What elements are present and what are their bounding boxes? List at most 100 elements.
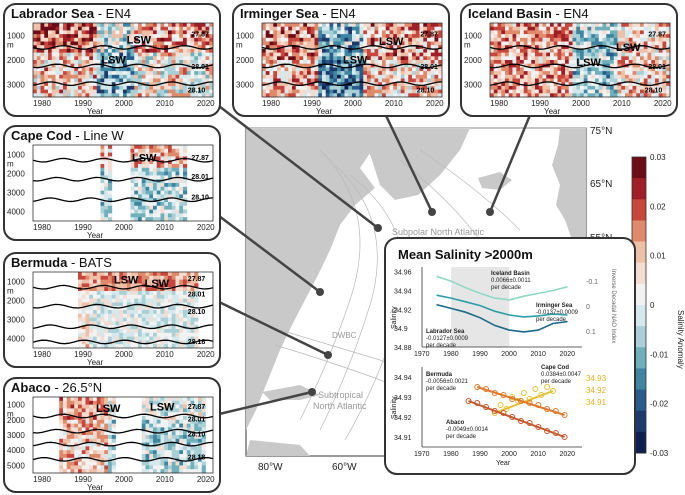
heatmap-cell (96, 450, 101, 455)
heatmap-cell (516, 23, 521, 28)
heatmap-cell (81, 450, 86, 455)
heatmap-cell (523, 82, 528, 87)
heatmap-cell (171, 287, 176, 292)
heatmap-cell (501, 56, 506, 61)
heatmap-cell (190, 93, 195, 98)
heatmap-cell (265, 60, 270, 65)
heatmap-cell (149, 48, 154, 53)
heatmap-cell (385, 41, 390, 46)
heatmap-cell (505, 34, 510, 39)
heatmap-cell (404, 26, 409, 31)
heatmap-cell (153, 175, 158, 180)
heatmap-cell (156, 30, 161, 35)
heatmap-cell (153, 89, 158, 94)
heatmap-cell (183, 71, 188, 76)
heatmap-cell (145, 329, 150, 334)
heatmap-cell (572, 93, 577, 98)
lon-label: 80°W (258, 462, 283, 473)
heatmap-cell (85, 291, 90, 296)
heatmap-cell (156, 302, 161, 307)
heatmap-cell (538, 63, 543, 68)
heatmap-cell (179, 152, 184, 157)
heatmap-cell (561, 78, 566, 83)
heatmap-cell (96, 469, 101, 474)
heatmap-cell (389, 93, 394, 98)
heatmap-cell (628, 82, 633, 87)
heatmap-cell (89, 63, 94, 68)
heatmap-cell (89, 469, 94, 474)
heatmap-cell (81, 344, 86, 349)
heatmap-cell (145, 310, 150, 315)
heatmap-cell (190, 63, 195, 68)
heatmap-cell (438, 71, 443, 76)
heatmap-cell (119, 317, 124, 322)
heatmap-cell (400, 63, 405, 68)
heatmap-cell (100, 205, 105, 210)
heatmap-cell (198, 85, 203, 90)
heatmap-cell (89, 450, 94, 455)
heatmap-cell (153, 344, 158, 349)
heatmap-cell (145, 71, 150, 76)
heatmap-cell (40, 78, 45, 83)
heatmap-cell (602, 52, 607, 57)
heatmap-cell (89, 431, 94, 436)
heatmap-cell (100, 416, 105, 421)
heatmap-cell (164, 30, 169, 35)
heatmap-cell (438, 34, 443, 39)
heatmap-cell (66, 67, 71, 72)
heatmap-cell (168, 30, 173, 35)
heatmap-cell (63, 435, 68, 440)
heatmap-cell (138, 294, 143, 299)
heatmap-cell (175, 23, 180, 28)
heatmap-cell (367, 45, 372, 50)
heatmap-cell (81, 78, 86, 83)
heatmap-cell (303, 78, 308, 83)
heatmap-cell (303, 89, 308, 94)
annotation-value: 0.0384±0.0047 (541, 372, 582, 378)
heatmap-cell (438, 67, 443, 72)
heatmap-cell (512, 82, 517, 87)
heatmap-cell (153, 438, 158, 443)
heatmap-cell (145, 298, 150, 303)
heatmap-cell (389, 30, 394, 35)
heatmap-cell (378, 93, 383, 98)
heatmap-cell (179, 63, 184, 68)
heatmap-cell (145, 78, 150, 83)
heatmap-cell (430, 37, 435, 42)
heatmap-cell (587, 74, 592, 79)
heatmap-cell (262, 67, 267, 72)
heatmap-cell (123, 294, 128, 299)
heatmap-cell (201, 82, 206, 87)
heatmap-cell (385, 93, 390, 98)
heatmap-cell (183, 332, 188, 337)
heatmap-cell (333, 30, 338, 35)
heatmap-cell (126, 294, 131, 299)
heatmap-cell (63, 461, 68, 466)
heatmap-cell (348, 30, 353, 35)
heatmap-cell (565, 56, 570, 61)
heatmap-cell (636, 71, 641, 76)
heatmap-cell (126, 74, 131, 79)
heatmap-cell (111, 302, 116, 307)
heatmap-cell (81, 340, 86, 345)
heatmap-cell (141, 416, 146, 421)
heatmap-cell (81, 306, 86, 311)
heatmap-cell (123, 344, 128, 349)
heatmap-cell (561, 56, 566, 61)
heatmap-cell (111, 48, 116, 53)
heatmap-cell (138, 89, 143, 94)
heatmap-cell (48, 78, 53, 83)
heatmap-cell (273, 37, 278, 42)
heatmap-cell (168, 344, 173, 349)
heatmap-cell (138, 45, 143, 50)
heatmap-cell (36, 67, 41, 72)
heatmap-cell (546, 67, 551, 72)
heatmap-cell (93, 310, 98, 315)
heatmap-cell (265, 74, 270, 79)
heatmap-cell (134, 306, 139, 311)
heatmap-cell (400, 30, 405, 35)
heatmap-cell (70, 419, 75, 424)
heatmap-cell (156, 186, 161, 191)
heatmap-cell (138, 217, 143, 222)
heatmap-cell (512, 56, 517, 61)
